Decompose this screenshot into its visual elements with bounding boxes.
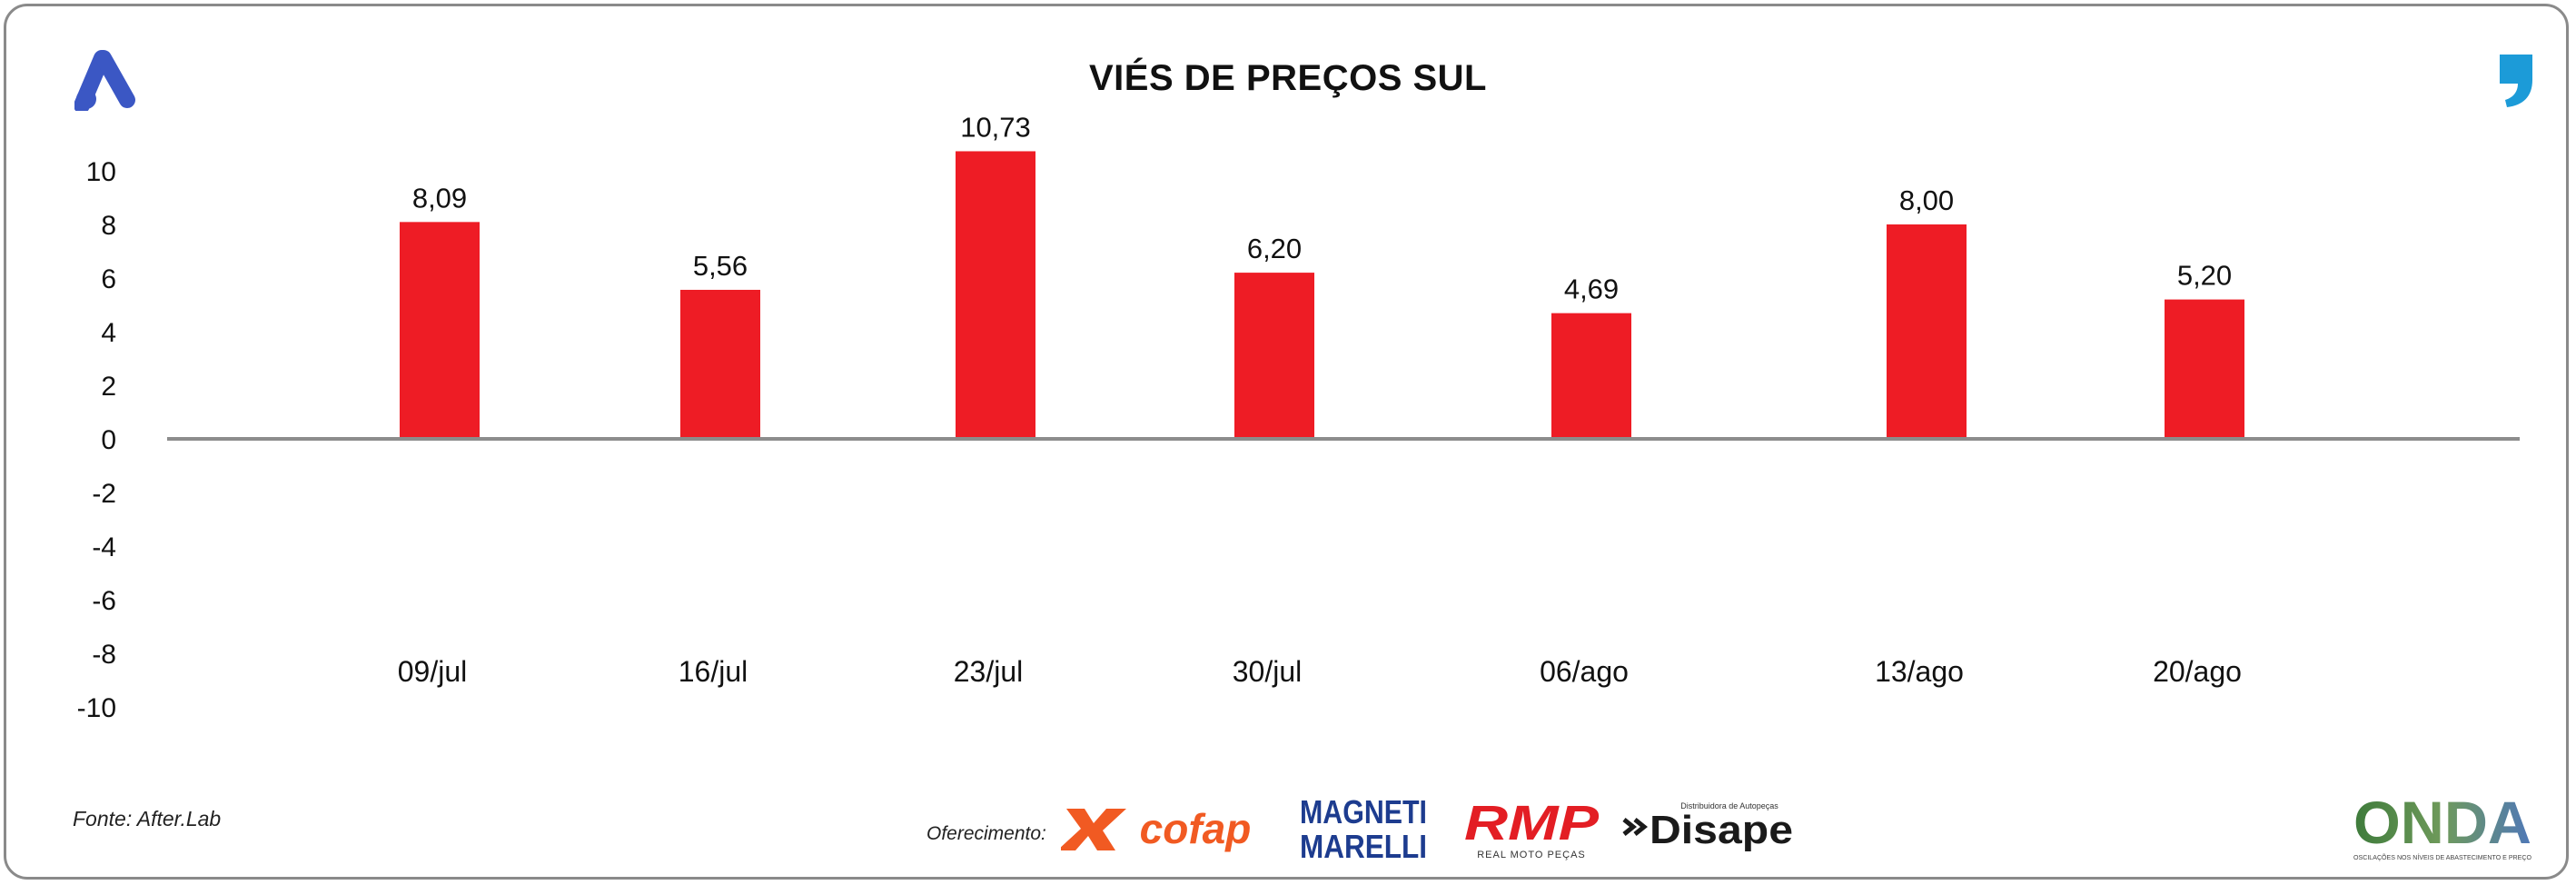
bar-series bbox=[400, 151, 2244, 439]
y-tick-label: 8 bbox=[101, 211, 116, 241]
rmp-logo: RMP REAL MOTO PEÇAS bbox=[1464, 796, 1600, 860]
magneti-text: MAGNETI bbox=[1300, 793, 1427, 830]
x-tick-label: 09/jul bbox=[398, 655, 468, 688]
y-tick-label: -2 bbox=[92, 479, 116, 509]
chart-title: VIÉS DE PREÇOS SUL bbox=[1089, 58, 1487, 98]
bar bbox=[1551, 313, 1631, 439]
disape-subtitle: Distribuidora de Autopeças bbox=[1680, 801, 1778, 810]
y-tick-label: 10 bbox=[86, 157, 116, 187]
source-note: Fonte: After.Lab bbox=[73, 807, 222, 830]
y-tick-label: 6 bbox=[101, 264, 116, 294]
x-tick-label: 23/jul bbox=[954, 655, 1024, 688]
rmp-subtitle: REAL MOTO PEÇAS bbox=[1477, 850, 1586, 860]
onda-text: ONDA bbox=[2353, 789, 2531, 856]
quote-mark-icon bbox=[2500, 55, 2532, 107]
bar bbox=[1234, 273, 1314, 439]
marelli-text: MARELLI bbox=[1300, 828, 1427, 865]
bar bbox=[680, 289, 760, 439]
x-tick-label: 16/jul bbox=[679, 655, 748, 688]
bar-value-label: 5,20 bbox=[2177, 260, 2232, 292]
chart-card bbox=[4, 4, 2569, 880]
x-axis: 09/jul 16/jul 23/jul 30/jul 06/ago 13/ago 20/a… bbox=[398, 655, 2242, 688]
y-tick-label: -4 bbox=[92, 532, 116, 562]
onda-logo: ONDA OSCILAÇÕES NOS NÍVEIS DE ABASTECIME… bbox=[2353, 789, 2532, 861]
sponsor-label: Oferecimento: bbox=[926, 823, 1046, 844]
bar bbox=[2165, 299, 2244, 439]
y-tick-label: 4 bbox=[101, 318, 116, 348]
data-labels: 8,09 5,56 10,73 6,20 4,69 8,00 5,20 bbox=[412, 111, 2232, 304]
y-tick-label: -10 bbox=[77, 693, 116, 723]
bar bbox=[1887, 224, 1967, 439]
y-axis: 10 8 6 4 2 0 -2 -4 -6 -8 -10 bbox=[77, 157, 116, 723]
x-tick-label: 06/ago bbox=[1540, 655, 1629, 688]
x-tick-label: 20/ago bbox=[2153, 655, 2242, 688]
x-tick-label: 30/jul bbox=[1233, 655, 1303, 688]
bar bbox=[956, 151, 1035, 439]
y-tick-label: 0 bbox=[101, 425, 116, 455]
bar-value-label: 6,20 bbox=[1247, 233, 1302, 264]
bar-value-label: 8,09 bbox=[412, 182, 467, 214]
cofap-logo: cofap bbox=[1061, 805, 1252, 852]
bar-value-label: 8,00 bbox=[1899, 184, 1954, 216]
bar-value-label: 4,69 bbox=[1564, 273, 1619, 305]
rmp-text: RMP bbox=[1464, 796, 1600, 850]
disape-text: Disape bbox=[1650, 808, 1793, 852]
onda-subtitle: OSCILAÇÕES NOS NÍVEIS DE ABASTECIMENTO E… bbox=[2353, 853, 2532, 861]
bar bbox=[400, 222, 480, 439]
y-tick-label: -8 bbox=[92, 640, 116, 670]
cofap-text: cofap bbox=[1140, 805, 1252, 852]
bar-value-label: 10,73 bbox=[960, 111, 1031, 143]
disape-logo: Disape Distribuidora de Autopeças bbox=[1622, 801, 1793, 852]
magneti-marelli-logo: MAGNETI MARELLI bbox=[1300, 793, 1427, 865]
bar-value-label: 5,56 bbox=[693, 250, 748, 282]
x-tick-label: 13/ago bbox=[1875, 655, 1964, 688]
y-tick-label: 2 bbox=[101, 372, 116, 402]
y-tick-label: -6 bbox=[92, 586, 116, 616]
a-logo-icon bbox=[74, 50, 135, 111]
